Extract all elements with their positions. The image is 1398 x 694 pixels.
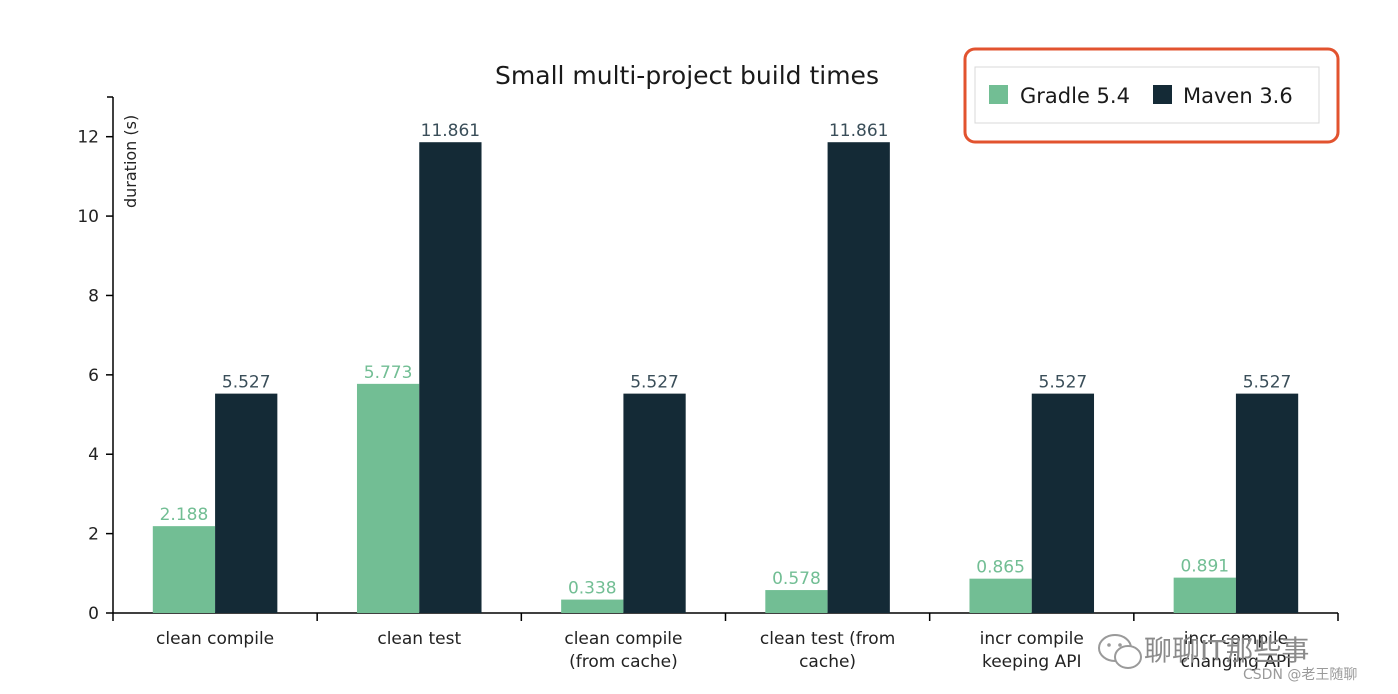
y-axis: 0 2 4 6 8 10 12: [77, 96, 114, 624]
chart-title: Small multi-project build times: [495, 61, 879, 90]
bar: [561, 599, 624, 613]
legend-swatch-maven: [1153, 85, 1172, 104]
x-tick-label: keeping API: [982, 652, 1082, 672]
bar: [623, 393, 686, 613]
bar: [419, 142, 482, 613]
bar-value-label: 0.865: [976, 558, 1025, 578]
bar-value-label: 5.773: [364, 363, 413, 383]
legend-box: [974, 66, 1320, 124]
bar-value-label: 5.527: [1039, 373, 1088, 393]
bar: [1031, 393, 1095, 613]
legend: Gradle 5.4 Maven 3.6: [963, 47, 1340, 144]
bar: [215, 393, 278, 613]
y-tick-label: 10: [77, 207, 99, 227]
x-tick-label: incr compile: [1184, 629, 1288, 649]
bar: [827, 142, 890, 613]
legend-highlight: [963, 47, 1340, 144]
x-axis: clean compile clean test clean compile (fro…: [112, 612, 1339, 672]
bars: 2.188 5.773 0.338 0.578 0.865 0.891 5.527 11.86…: [152, 121, 1299, 613]
x-tick-label: (from cache): [569, 652, 678, 672]
y-tick-label: 0: [88, 604, 99, 624]
bar-value-label: 5.527: [630, 373, 679, 393]
y-tick-label: 2: [88, 525, 99, 545]
legend-label-maven: Maven 3.6: [1183, 84, 1293, 108]
legend-label-gradle: Gradle 5.4: [1020, 84, 1130, 108]
x-tick-label: incr compile: [980, 629, 1084, 649]
bar-value-label: 5.527: [1243, 373, 1292, 393]
legend-swatch-gradle: [989, 85, 1008, 104]
wechat-icon: [1098, 634, 1142, 669]
bar-value-label: 0.578: [772, 569, 821, 589]
bar: [969, 578, 1032, 613]
watermark: 聊聊IT那些事 CSDN @老王随聊: [1098, 634, 1357, 683]
bar-value-label: 5.527: [222, 373, 271, 393]
x-tick-label: cache): [799, 652, 856, 672]
bar-value-label: 0.338: [568, 579, 617, 599]
bar: [152, 526, 216, 613]
bar: [765, 590, 828, 613]
y-tick-label: 4: [88, 445, 99, 465]
y-axis-label: duration (s): [121, 115, 140, 208]
y-tick-label: 8: [88, 286, 99, 306]
bar-value-label: 2.188: [160, 505, 209, 525]
watermark-main-text: 聊聊IT那些事: [1144, 634, 1309, 667]
bar: [356, 383, 420, 613]
x-tick-label: clean test: [377, 629, 461, 649]
x-tick-label: changing API: [1181, 652, 1292, 672]
bar-value-label: 11.861: [421, 121, 480, 141]
watermark-sub-text: CSDN @老王随聊: [1243, 667, 1357, 683]
bar-value-label: 11.861: [829, 121, 888, 141]
x-tick-label: clean compile: [156, 629, 274, 649]
y-tick-label: 6: [88, 366, 99, 386]
bar: [1173, 577, 1236, 613]
y-tick-label: 12: [77, 128, 99, 148]
x-tick-label: clean compile: [564, 629, 682, 649]
bar-value-label: 0.891: [1180, 557, 1229, 577]
x-tick-label: clean test (from: [760, 629, 895, 649]
bar: [1235, 393, 1299, 613]
